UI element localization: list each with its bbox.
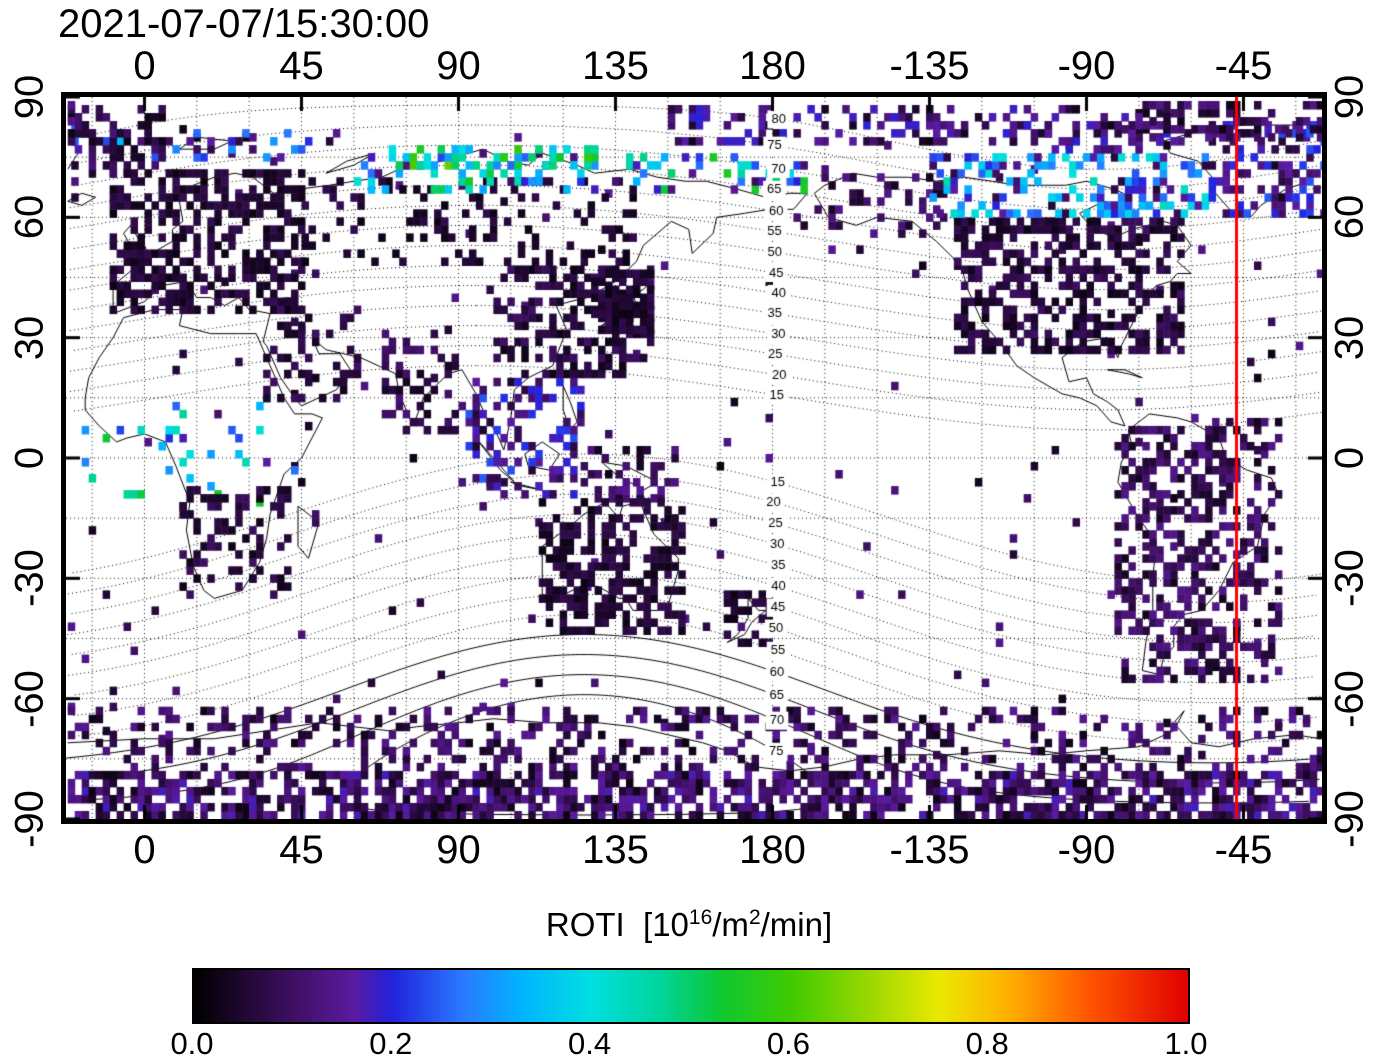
lon-tick-label-bottom: 180 [739, 828, 806, 872]
colorbar-tick-label: 0.0 [170, 1026, 214, 1061]
colorbar-title-exp2: 2 [748, 906, 761, 929]
lat-tick-label-left: 0 [7, 446, 52, 470]
lat-tick-label-right: 30 [1327, 315, 1372, 360]
colorbar-title: ROTI [1016/m2/min] [192, 906, 1186, 944]
colorbar-tick-label: 0.4 [568, 1026, 612, 1061]
lat-tick-label-right: -90 [1327, 790, 1372, 848]
lon-tick-label-top: -135 [889, 44, 970, 88]
colorbar-title-suffix: /min] [760, 906, 833, 943]
lat-tick-label-right: 60 [1327, 195, 1372, 240]
lon-tick-label-bottom: 0 [133, 828, 156, 872]
lat-tick-label-left: 30 [7, 315, 52, 360]
colorbar-gradient [194, 970, 1188, 1022]
lat-tick-label-right: 90 [1327, 74, 1372, 120]
lat-tick-label-left: -30 [7, 549, 52, 608]
colorbar-tick-label: 0.2 [369, 1026, 413, 1061]
colorbar-title-prefix: ROTI [10 [545, 906, 689, 943]
lat-tick-label-left: 90 [7, 74, 52, 120]
lat-tick-label-right: -30 [1327, 549, 1372, 608]
lon-tick-label-top: 90 [436, 44, 481, 88]
lat-tick-label-right: -60 [1327, 669, 1372, 728]
lon-tick-label-top: 135 [582, 44, 649, 88]
lon-tick-label-bottom: 45 [279, 828, 324, 872]
lon-tick-label-top: -90 [1057, 44, 1116, 88]
lat-tick-label-left: -90 [7, 790, 52, 848]
lon-tick-label-top: 0 [133, 44, 156, 88]
lat-tick-label-left: 60 [7, 195, 52, 240]
lat-tick-label-right: 0 [1327, 446, 1372, 470]
lon-tick-label-top: -45 [1214, 44, 1273, 88]
lon-tick-label-bottom: 135 [582, 828, 649, 872]
map-frame [61, 92, 1327, 824]
colorbar-tick-label: 0.8 [965, 1026, 1009, 1061]
colorbar-tick-label: 1.0 [1164, 1026, 1208, 1061]
world-map-canvas [66, 97, 1322, 819]
lon-tick-label-bottom: -45 [1214, 828, 1273, 872]
colorbar [192, 968, 1190, 1024]
lon-tick-label-top: 180 [739, 44, 806, 88]
lon-tick-label-top: 45 [279, 44, 324, 88]
plot-title: 2021-07-07/15:30:00 [58, 2, 430, 46]
colorbar-title-mid: /m [712, 906, 749, 943]
lon-tick-label-bottom: -135 [889, 828, 970, 872]
lon-tick-label-bottom: 90 [436, 828, 481, 872]
colorbar-title-exp1: 16 [688, 906, 713, 929]
lat-tick-label-left: -60 [7, 669, 52, 728]
colorbar-tick-label: 0.6 [766, 1026, 810, 1061]
lon-tick-label-bottom: -90 [1057, 828, 1116, 872]
